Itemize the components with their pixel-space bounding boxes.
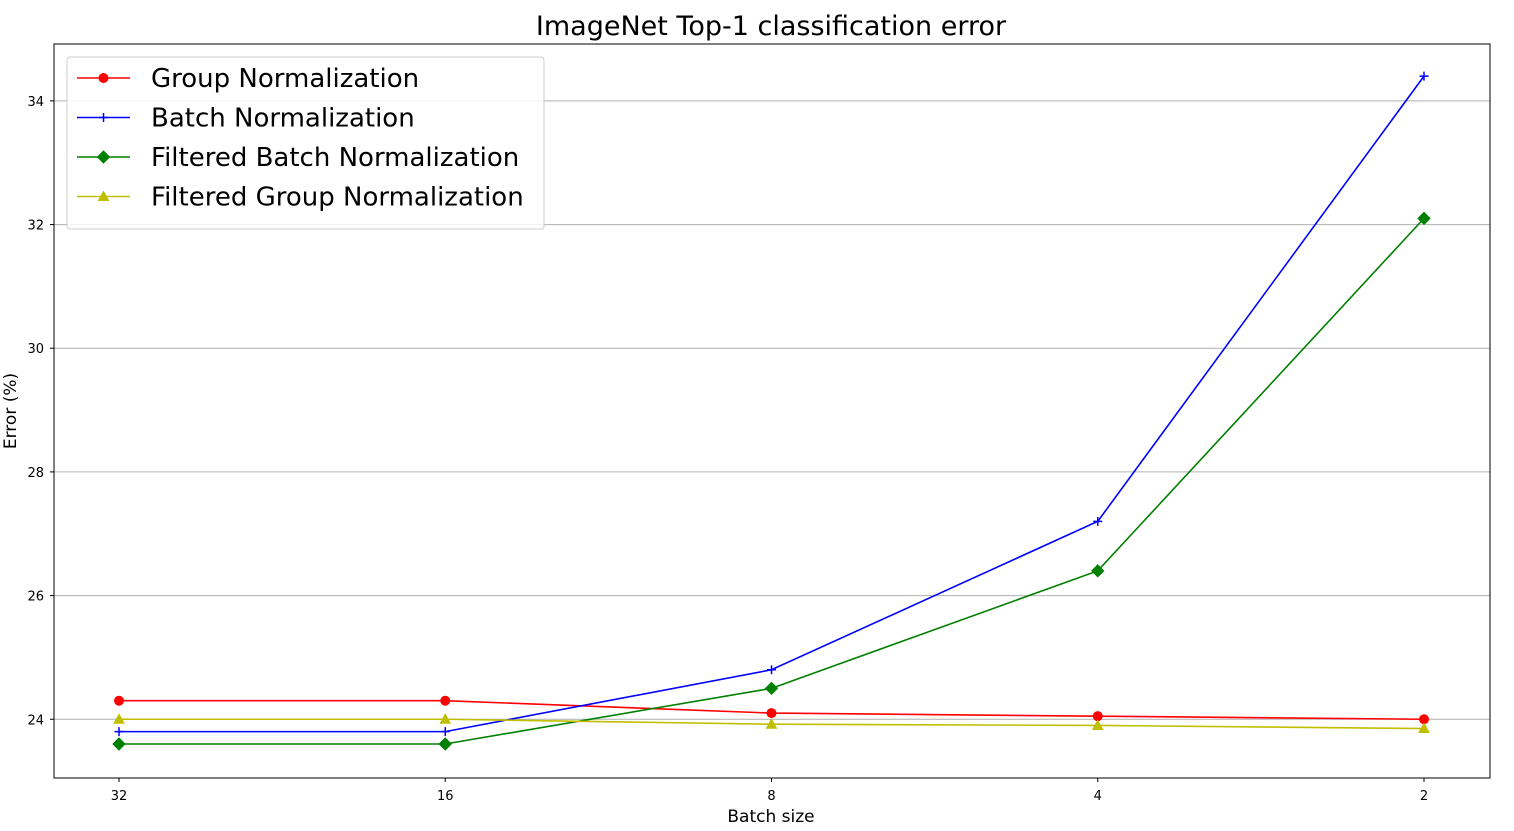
series-filtered-batch-normalization bbox=[112, 211, 1431, 751]
data-point bbox=[767, 665, 776, 675]
series-line bbox=[119, 217, 1425, 745]
legend-item: Filtered Batch Normalization bbox=[77, 143, 519, 173]
data-point bbox=[113, 713, 125, 724]
y-axis-label: Error (%) bbox=[1, 373, 21, 449]
legend-item: Group Normalization bbox=[77, 64, 419, 94]
data-point bbox=[440, 727, 450, 737]
legend-swatch-marker bbox=[97, 190, 110, 201]
y-tick-label: 30 bbox=[27, 342, 44, 357]
legend-box bbox=[66, 56, 545, 230]
y-tick-label: 28 bbox=[27, 466, 44, 481]
legend-item: Batch Normalization bbox=[77, 104, 415, 134]
data-point bbox=[1093, 516, 1103, 526]
data-point bbox=[1418, 722, 1430, 734]
legend-label: Group Normalization bbox=[151, 64, 419, 94]
data-point bbox=[764, 681, 779, 696]
y-axis: 24 26 28 30 32 34 bbox=[27, 95, 54, 728]
data-point bbox=[765, 718, 778, 729]
legend-label: Batch Normalization bbox=[151, 104, 415, 134]
y-tick-label: 24 bbox=[27, 713, 44, 728]
legend-item: Filtered Group Normalization bbox=[77, 183, 524, 213]
data-point bbox=[1419, 71, 1429, 81]
x-tick-label: 2 bbox=[1420, 789, 1428, 804]
legend: Group Normalization Batch Normalization Fi… bbox=[66, 56, 545, 230]
series-filtered-group-normalization bbox=[113, 713, 1430, 734]
data-point bbox=[1419, 714, 1429, 725]
legend-label: Filtered Batch Normalization bbox=[151, 143, 519, 173]
data-point bbox=[440, 695, 451, 706]
y-tick-label: 32 bbox=[27, 219, 44, 234]
data-point bbox=[439, 713, 452, 724]
x-tick-label: 8 bbox=[767, 789, 775, 804]
data-point bbox=[112, 737, 126, 751]
data-point bbox=[1091, 719, 1104, 730]
legend-swatch-marker bbox=[99, 113, 108, 122]
data-point bbox=[114, 727, 124, 737]
legend-label: Filtered Group Normalization bbox=[151, 183, 524, 213]
series-group-normalization bbox=[114, 695, 1429, 725]
data-point bbox=[438, 737, 452, 751]
series-layer bbox=[112, 71, 1431, 751]
series-batch-normalization bbox=[114, 71, 1429, 737]
x-axis-label: Batch size bbox=[727, 807, 814, 827]
x-tick-label: 4 bbox=[1094, 789, 1102, 804]
data-point bbox=[1091, 564, 1105, 578]
y-tick-label: 26 bbox=[27, 590, 44, 605]
data-point bbox=[1417, 211, 1431, 226]
data-point bbox=[1092, 711, 1103, 722]
x-tick-label: 16 bbox=[437, 789, 454, 804]
x-tick-label: 32 bbox=[111, 789, 128, 804]
data-point bbox=[114, 695, 124, 706]
x-axis: 32 16 8 4 2 bbox=[111, 778, 1428, 804]
legend-swatch-marker bbox=[96, 150, 111, 164]
chart-title: ImageNet Top-1 classification error bbox=[536, 11, 1007, 42]
legend-swatch-marker bbox=[98, 73, 109, 83]
data-point bbox=[766, 708, 777, 719]
y-tick-label: 34 bbox=[27, 95, 44, 110]
